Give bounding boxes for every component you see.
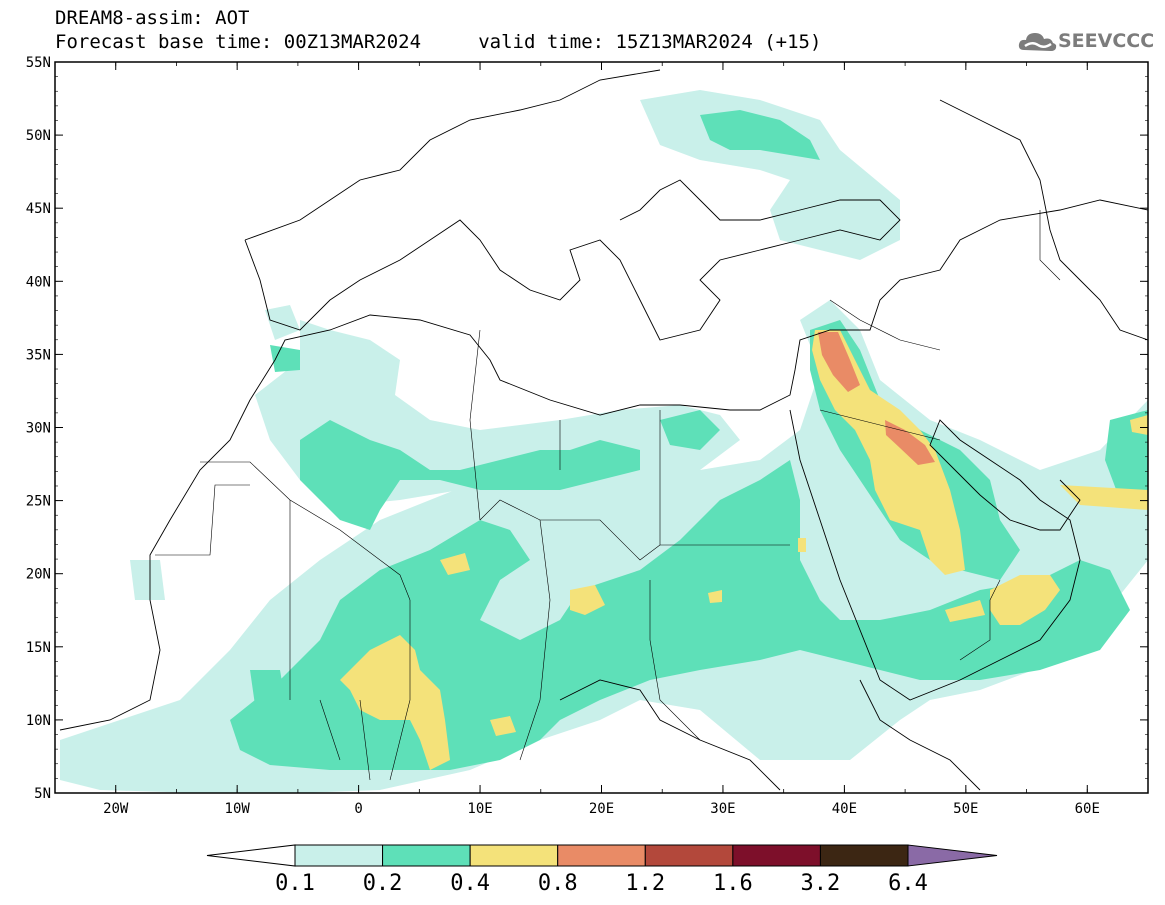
colorbar-over-arrow [907, 844, 998, 867]
colorbar-label: 1.6 [713, 871, 753, 896]
lon-tick-label: 50E [953, 801, 978, 817]
lat-tick-label: 50N [26, 128, 51, 144]
aot-shading [60, 90, 1148, 793]
colorbar-box [732, 844, 821, 867]
colorbar-label: 6.4 [888, 871, 928, 896]
map-title: DREAM8-assim: AOT [55, 7, 250, 29]
colorbar-box [819, 844, 909, 867]
seevccc-logo: SEEVCCC [1018, 22, 1155, 58]
lon-tick-label: 60E [1075, 801, 1100, 817]
coastlines [59, 69, 1148, 791]
aot-band-0.4 [340, 330, 1148, 770]
colorbar-label: 3.2 [801, 871, 841, 896]
colorbar-box [294, 844, 384, 867]
colorbar-box [382, 844, 471, 867]
colorbar-label: 0.1 [275, 871, 315, 896]
colorbar-box [557, 844, 646, 867]
logo-label: SEEVCCC [1058, 30, 1155, 52]
lon-tick-label: 20E [589, 801, 614, 817]
cloud-icon [1018, 33, 1057, 51]
lon-tick-label: 0 [354, 801, 362, 817]
axis-ticks [54, 61, 1149, 794]
lat-tick-label: 10N [26, 713, 51, 729]
lon-tick-label: 30E [710, 801, 735, 817]
aot-band-0.8 [818, 332, 935, 465]
lat-tick-label: 45N [26, 201, 51, 217]
colorbar-label: 1.2 [625, 871, 665, 896]
lon-tick-label: 10E [467, 801, 492, 817]
colorbar-label: 0.8 [538, 871, 578, 896]
lat-tick-label: 30N [26, 421, 51, 437]
lat-tick-label: 40N [26, 274, 51, 290]
colorbar-label: 0.2 [363, 871, 403, 896]
lon-tick-label: 20W [103, 801, 129, 817]
colorbar-box [644, 844, 734, 867]
colorbar-box [469, 844, 559, 867]
lat-tick-label: 15N [26, 640, 51, 656]
colorbar-label: 0.4 [450, 871, 490, 896]
lat-tick-label: 55N [26, 55, 51, 71]
country-borders [155, 210, 1061, 781]
colorbar-under-arrow [206, 844, 296, 867]
lat-tick-label: 35N [26, 347, 51, 363]
lat-tick-label: 25N [26, 494, 51, 510]
lat-tick-label: 20N [26, 567, 51, 583]
lon-tick-label: 40E [832, 801, 857, 817]
lon-tick-label: 10W [225, 801, 251, 817]
colorbar: 0.1 0.2 0.4 0.8 1.2 1.6 3.2 6.4 [206, 844, 998, 896]
forecast-time-info: Forecast base time: 00Z13MAR2024 valid t… [55, 31, 822, 53]
lat-tick-label: 5N [34, 786, 51, 802]
axis-tick-labels: 55N 50N 45N 40N 35N 30N 25N 20N 15N 10N 5N 20W 10W 0 1… [26, 55, 1100, 817]
